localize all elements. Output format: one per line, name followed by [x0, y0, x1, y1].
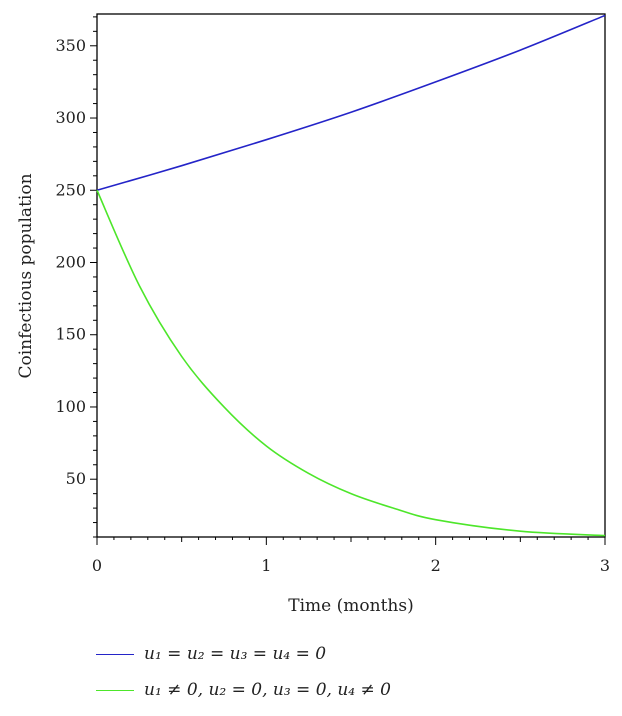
- y-tick-label: 50: [66, 469, 86, 488]
- series-line-2: [96, 189, 606, 537]
- plot-area: 50 100 150 200 250 300 350 0 1 2 3: [55, 13, 610, 575]
- legend-swatch-series-2: [96, 689, 134, 691]
- x-axis-title: Time (months): [288, 596, 413, 616]
- x-tick-label: 1: [261, 556, 271, 575]
- plot-frame: [96, 13, 606, 538]
- x-tick-label: 3: [600, 556, 610, 575]
- legend-swatch-series-1: [96, 653, 134, 655]
- y-tick-label: 150: [55, 325, 86, 344]
- series-line-1: [96, 14, 606, 192]
- y-tick-label: 250: [55, 180, 86, 199]
- legend-label-series-1: u₁ = u₂ = u₃ = u₄ = 0: [144, 644, 327, 664]
- legend-label-series-2: u₁ ≠ 0, u₂ = 0, u₃ = 0, u₄ ≠ 0: [144, 680, 391, 700]
- legend-item-series-1: u₁ = u₂ = u₃ = u₄ = 0: [96, 636, 596, 672]
- legend: u₁ = u₂ = u₃ = u₄ = 0 u₁ ≠ 0, u₂ = 0, u₃…: [96, 636, 596, 708]
- chart-svg: 50 100 150 200 250 300 350 0 1 2 3 Time (months) C…: [16, 13, 610, 616]
- y-axis-title: Coinfectious population: [16, 173, 36, 378]
- y-tick-label: 350: [55, 36, 86, 55]
- y-tick-label: 200: [55, 252, 86, 271]
- x-tick-label: 2: [431, 556, 441, 575]
- y-tick-label: 300: [55, 108, 86, 127]
- x-tick-label: 0: [92, 556, 102, 575]
- y-tick-label: 100: [55, 397, 86, 416]
- legend-item-series-2: u₁ ≠ 0, u₂ = 0, u₃ = 0, u₄ ≠ 0: [96, 672, 596, 708]
